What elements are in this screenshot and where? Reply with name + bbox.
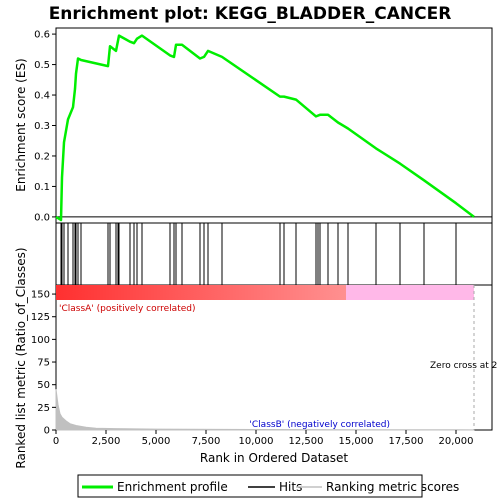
class-b-band [346, 285, 474, 300]
metric-panel [55, 284, 493, 431]
x-tick-label: 7,500 [192, 436, 221, 447]
chart-title: Enrichment plot: KEGG_BLADDER_CANCER [49, 4, 452, 24]
ranking-metric-area [55, 389, 475, 431]
class-band [56, 285, 474, 300]
class-b-label: 'ClassB' (negatively correlated) [249, 420, 390, 430]
class-a-band [56, 285, 346, 300]
x-tick-label: 10,000 [239, 436, 274, 447]
es-tick-label: 0.0 [34, 212, 50, 223]
x-tick-label: 12,500 [289, 436, 324, 447]
legend-profile-label: Enrichment profile [117, 480, 228, 494]
legend-metric-label: Ranking metric scores [326, 480, 459, 494]
x-tick-label: 2,500 [92, 436, 121, 447]
legend-hits-label: Hits [279, 480, 302, 494]
hits-layer [60, 223, 457, 285]
x-tick-label: 17,500 [389, 436, 424, 447]
es-ticks: 0.0 0.1 0.2 0.3 0.4 0.5 0.6 [34, 30, 56, 223]
es-tick-label: 0.2 [34, 151, 50, 162]
zero-cross-label: Zero cross at 2 [430, 361, 497, 371]
enrichment-profile-line [55, 34, 475, 222]
x-tick-label: 0 [53, 436, 59, 447]
es-tick-label: 0.4 [34, 91, 50, 102]
metric-ticks: 0 25 50 75 100 125 150 [31, 290, 56, 437]
x-tick-label: 5,000 [142, 436, 171, 447]
es-tick-label: 0.3 [34, 121, 50, 132]
es-axis-label: Enrichment score (ES) [14, 58, 28, 191]
x-tick-label: 20,000 [439, 436, 474, 447]
es-tick-label: 0.5 [34, 60, 50, 71]
metric-tick-label: 75 [37, 358, 50, 369]
x-tick-label: 15,000 [339, 436, 374, 447]
es-tick-label: 0.6 [34, 30, 50, 41]
class-a-label: 'ClassA' (positively correlated) [59, 304, 196, 314]
es-panel [55, 27, 493, 224]
metric-tick-label: 125 [31, 312, 50, 323]
metric-layer [55, 285, 475, 431]
hits-panel [55, 222, 493, 286]
x-axis-label: Rank in Ordered Dataset [200, 451, 348, 465]
legend [77, 474, 423, 498]
metric-tick-label: 0 [44, 426, 50, 437]
metric-axis-label: Ranked list metric (Ratio_of_Classes) [14, 247, 28, 468]
metric-tick-label: 25 [37, 403, 50, 414]
metric-tick-label: 150 [31, 290, 50, 301]
es-layer [55, 34, 492, 222]
es-tick-label: 0.1 [34, 182, 50, 193]
metric-tick-label: 100 [31, 335, 50, 346]
x-ticks: 0 2,500 5,000 7,500 10,000 12,500 15,000 17,500… [53, 430, 474, 447]
metric-tick-label: 50 [37, 380, 50, 391]
